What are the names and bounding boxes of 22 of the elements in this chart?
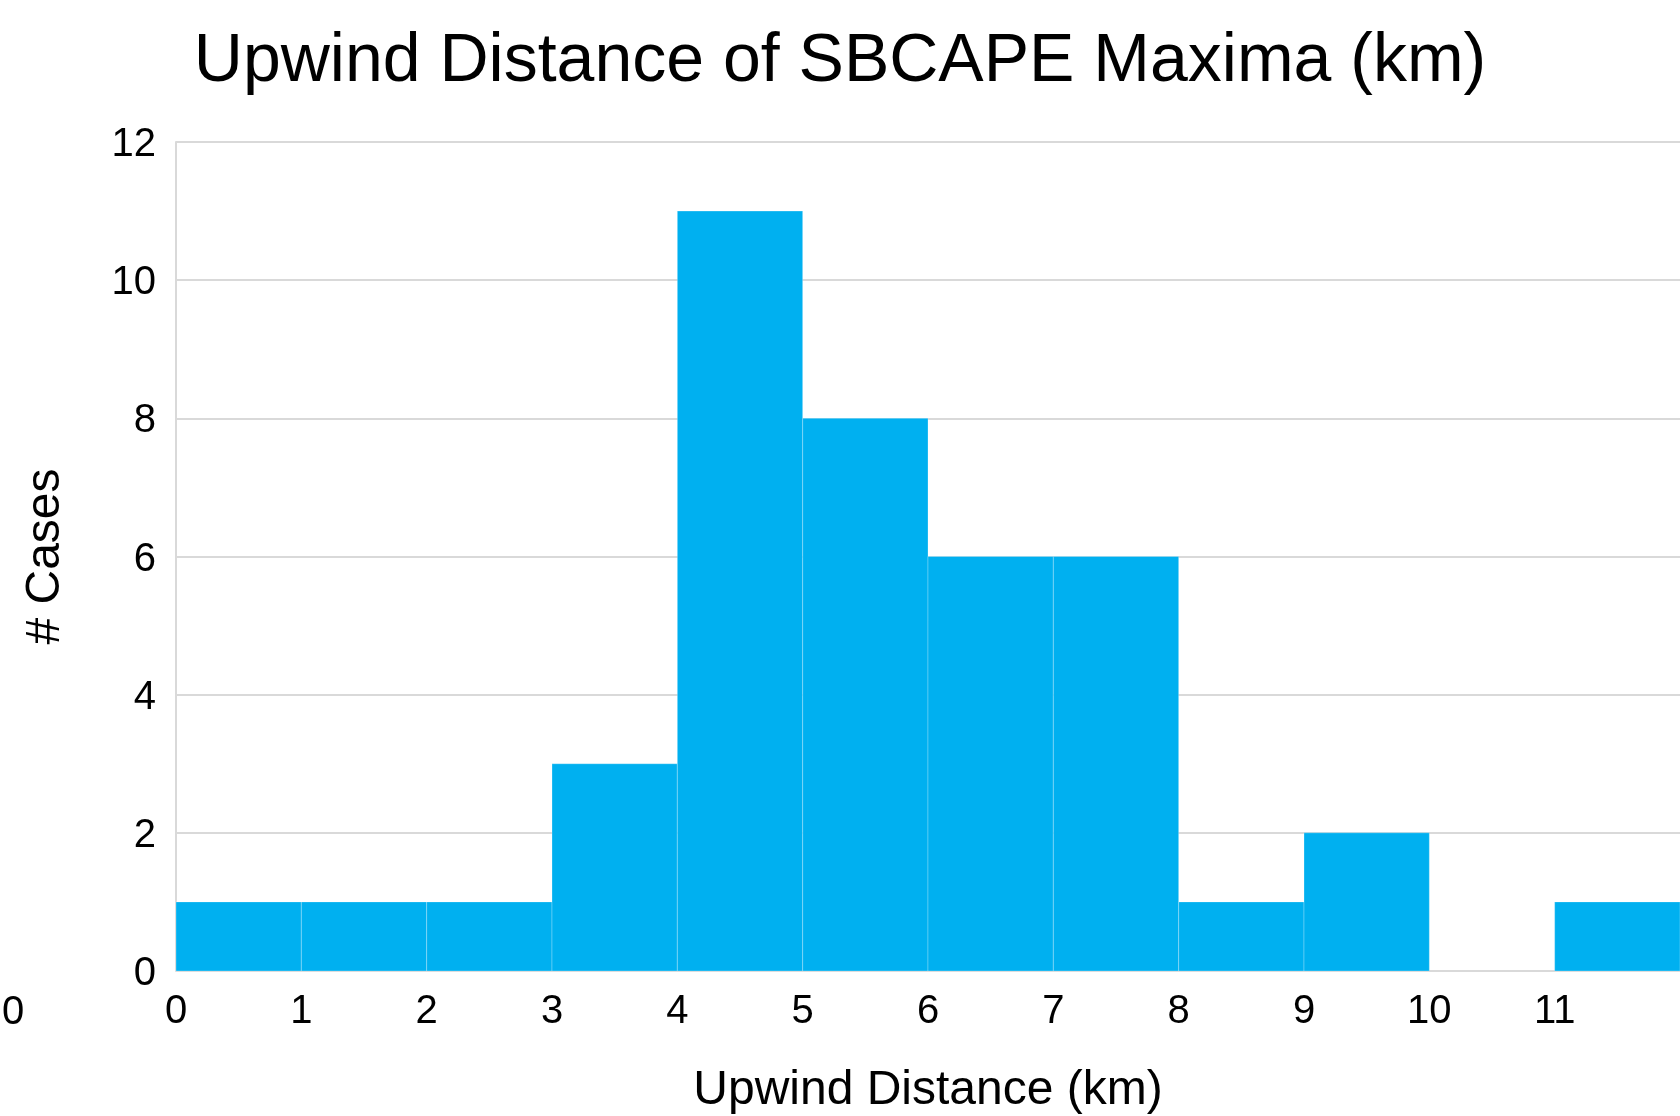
x-tick-label: 7 (1042, 987, 1065, 1031)
x-tick-label: 8 (1167, 987, 1190, 1031)
x-tick-label: 1 (290, 987, 313, 1031)
y-tick-label: 0 (133, 949, 156, 993)
x-tick-label: 10 (1407, 987, 1452, 1031)
x-tick-label: 0 (164, 987, 188, 1031)
x-tick-label: 6 (916, 987, 940, 1031)
y-tick-label: 10 (111, 258, 156, 303)
y-tick-label: 12 (111, 120, 156, 164)
y-axis-title: # Cases (15, 468, 69, 645)
y-tick-label: 6 (133, 534, 156, 579)
y-tick-label: 2 (133, 810, 156, 855)
x-tick-label: 9 (1292, 987, 1316, 1031)
x-tick-label: 2 (415, 987, 438, 1031)
x-axis-title: Upwind Distance (km) (693, 1060, 1163, 1114)
x-tick-label: 3 (540, 987, 564, 1031)
chart-title: Upwind Distance of SBCAPE Maxima (km) (193, 19, 1487, 95)
y-tick-label: 4 (133, 672, 156, 717)
x-tick-label: 4 (666, 987, 689, 1031)
x-tick-label: 11 (1533, 987, 1576, 1031)
y-tick-label: 8 (133, 396, 156, 441)
x-tick-label: 5 (791, 987, 814, 1031)
